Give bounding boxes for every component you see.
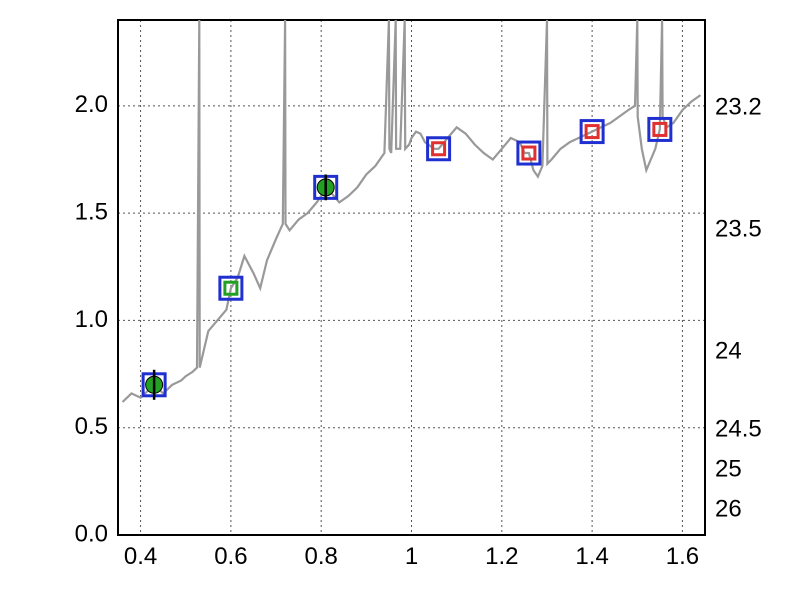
y-tick-label-left: 2.0 xyxy=(75,91,108,118)
x-tick-label: 0.8 xyxy=(305,543,338,570)
y-tick-label-left: 0.0 xyxy=(75,520,108,547)
x-tick-label: 1.2 xyxy=(485,543,518,570)
y-tick-label-right: 26 xyxy=(715,495,742,522)
spectrum-chart: 0.40.60.811.21.41.6 0.00.51.01.52.0 2323… xyxy=(0,0,800,600)
y-tick-label-right: 25 xyxy=(715,455,742,482)
x-tick-label: 1.6 xyxy=(666,543,699,570)
y-tick-label-right: 24 xyxy=(715,337,742,364)
y-tick-label-left: 0.5 xyxy=(75,413,108,440)
x-tick-label: 1 xyxy=(405,543,418,570)
y-tick-label-right: 23.2 xyxy=(715,93,762,120)
y-tick-label-left: 1.5 xyxy=(75,198,108,225)
x-tick-label: 1.4 xyxy=(575,543,608,570)
chart-svg: 0.40.60.811.21.41.6 0.00.51.01.52.0 2323… xyxy=(0,0,800,600)
photometry-point-1[interactable] xyxy=(143,370,165,400)
y-tick-label-left: 1.0 xyxy=(75,306,108,333)
y-tick-label-right: 24.5 xyxy=(715,415,762,442)
x-tick-label: 0.6 xyxy=(214,543,247,570)
x-tick-label: 0.4 xyxy=(124,543,157,570)
y-tick-label-right: 23.5 xyxy=(715,215,762,242)
x-tick-labels: 0.4 0.6 0.8 1 1.2 1.4 1.6 xyxy=(124,543,699,570)
